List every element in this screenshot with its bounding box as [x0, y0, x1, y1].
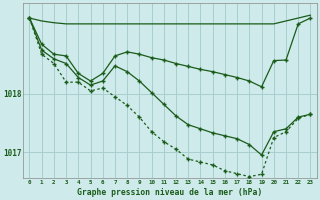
X-axis label: Graphe pression niveau de la mer (hPa): Graphe pression niveau de la mer (hPa) — [77, 188, 263, 197]
